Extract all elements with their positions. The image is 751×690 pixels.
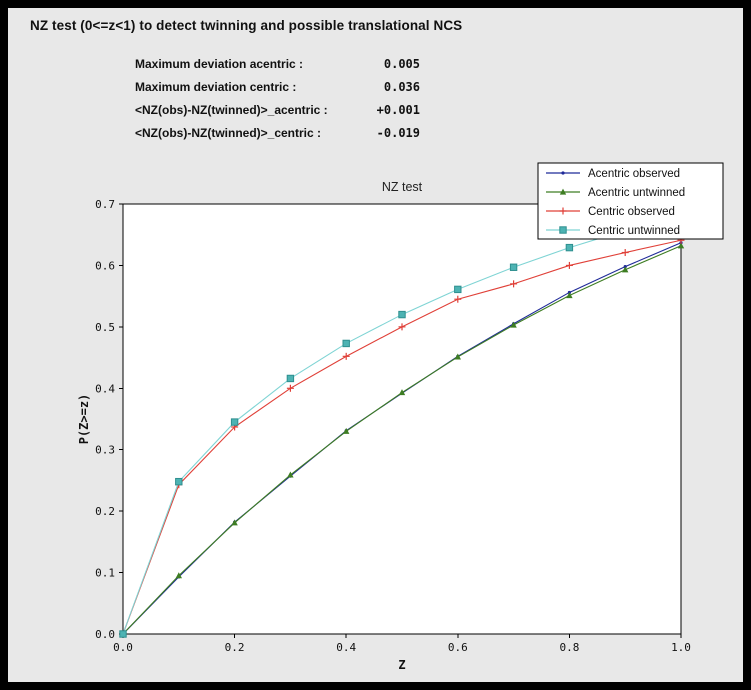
stat-row: Maximum deviation centric : 0.036: [135, 75, 420, 98]
stat-value: 0.036: [383, 80, 420, 94]
square-marker: [398, 310, 406, 319]
y-tick-label: 0.0: [95, 628, 115, 641]
triangle-marker: [454, 353, 461, 360]
square-marker: [559, 226, 567, 234]
square-marker: [175, 477, 183, 486]
triangle-marker: [398, 389, 406, 396]
y-tick-label: 0.2: [95, 505, 115, 518]
y-tick-label: 0.6: [95, 259, 115, 272]
stats-block: Maximum deviation acentric : 0.005 Maximu…: [135, 52, 420, 144]
stat-label: Maximum deviation acentric :: [135, 57, 304, 71]
y-tick-label: 0.7: [95, 198, 115, 211]
triangle-marker: [677, 242, 685, 249]
nz-test-plot: NZ test 0.0 0.2 0.4 0.6 0.8 1.0 0.0 0.1 0.2 0.3 0.4…: [77, 162, 724, 672]
y-tick-label: 0.1: [95, 567, 115, 580]
x-tick-label: 0.6: [448, 641, 468, 654]
x-axis-label: Z: [398, 658, 405, 672]
report-panel: NZ test (0<=z<1) to detect twinning and …: [8, 8, 743, 682]
stat-value: 0.005: [383, 57, 420, 71]
stat-value: -0.019: [376, 126, 420, 140]
nz-test-chart: NZ test 0.0 0.2 0.4 0.6 0.8 1.0 0.0 0.1 0.2 0.3 0.4…: [30, 155, 740, 685]
triangle-marker: [287, 471, 294, 478]
legend-box: [537, 162, 724, 240]
x-tick-label: 0.4: [336, 641, 356, 654]
stat-label: Maximum deviation centric :: [135, 80, 297, 94]
stat-label: <NZ(obs)-NZ(twinned)>_acentric :: [135, 103, 328, 117]
stat-row: <NZ(obs)-NZ(twinned)>_acentric : +0.001: [135, 98, 420, 121]
square-marker: [454, 285, 462, 294]
square-marker: [119, 630, 127, 638]
stat-row: Maximum deviation acentric : 0.005: [135, 52, 420, 75]
triangle-marker: [175, 572, 182, 579]
x-tick-label: 0.0: [113, 641, 133, 654]
x-tick-label: 0.8: [559, 641, 579, 654]
square-marker: [509, 263, 518, 271]
stat-value: +0.001: [376, 103, 420, 117]
y-tick-label: 0.3: [95, 444, 115, 457]
triangle-marker: [231, 519, 238, 526]
triangle-marker: [566, 292, 573, 299]
square-marker: [565, 243, 574, 252]
dot-marker: [561, 171, 565, 175]
y-axis-label: P(Z>=z): [77, 394, 91, 445]
stat-row: <NZ(obs)-NZ(twinned)>_centric : -0.019: [135, 121, 420, 144]
triangle-marker: [559, 188, 567, 195]
legend-label: Acentric untwinned: [588, 187, 685, 199]
y-tick-label: 0.5: [95, 321, 115, 334]
x-tick-label: 1.0: [671, 641, 691, 654]
legend-label: Acentric observed: [588, 168, 680, 180]
plot-title: NZ test: [382, 180, 423, 194]
y-tick-label: 0.4: [95, 382, 115, 395]
legend-label: Centric observed: [588, 206, 675, 218]
triangle-marker: [622, 266, 629, 273]
square-marker: [342, 339, 350, 348]
triangle-marker: [510, 321, 517, 328]
x-tick-label: 0.2: [225, 641, 245, 654]
legend-label: Centric untwinned: [588, 225, 680, 237]
page-title: NZ test (0<=z<1) to detect twinning and …: [30, 18, 463, 33]
square-marker: [286, 374, 295, 383]
stat-label: <NZ(obs)-NZ(twinned)>_centric :: [135, 126, 322, 140]
triangle-marker: [343, 427, 350, 434]
square-marker: [230, 418, 239, 426]
plot-area: [122, 203, 682, 635]
